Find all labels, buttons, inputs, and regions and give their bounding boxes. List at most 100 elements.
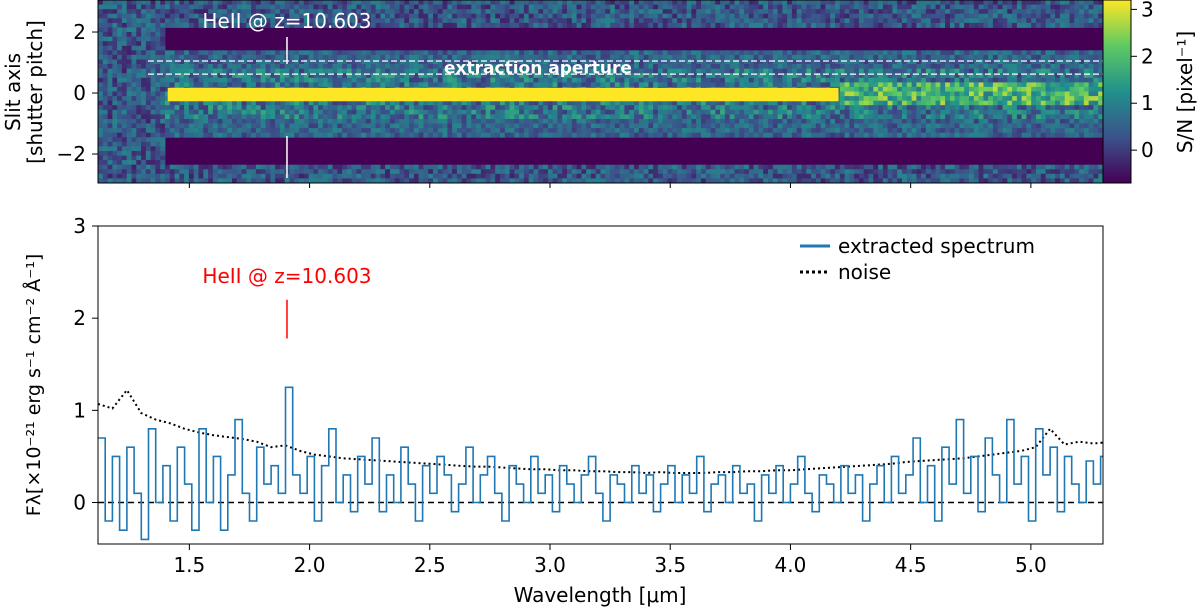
heatmap-cell (121, 45, 128, 51)
heatmap-cell (198, 64, 204, 69)
heatmap-cell (547, 4, 554, 10)
heatmap-cell (107, 0, 113, 5)
heatmap-cell (677, 105, 683, 111)
heatmap-cell (193, 59, 199, 65)
heatmap-cell (246, 164, 252, 170)
heatmap-cell (217, 114, 223, 120)
heatmap-cell (586, 77, 592, 83)
heatmap-cell (801, 128, 807, 134)
heatmap-cell (428, 105, 434, 111)
heatmap-cell (121, 27, 128, 33)
heatmap-cell (107, 64, 113, 69)
heatmap-cell (299, 0, 305, 5)
heatmap-cell (801, 22, 807, 28)
heatmap-cell (677, 54, 683, 60)
heatmap-cell (614, 4, 621, 10)
heatmap-cell (490, 128, 496, 134)
heatmap-cell (270, 119, 276, 124)
heatmap-cell (442, 100, 448, 106)
heatmap-cell (854, 68, 860, 74)
heatmap-cell (858, 54, 865, 60)
heatmap-cell (586, 123, 592, 129)
heatmap-cell (667, 169, 673, 175)
heatmap-cell (433, 82, 439, 88)
heatmap-cell (495, 54, 501, 60)
heatmap-cell (236, 114, 242, 120)
heatmap-cell (198, 128, 204, 134)
heatmap-cell (634, 82, 640, 88)
heatmap-cell (251, 173, 257, 179)
heatmap-cell (188, 50, 195, 56)
heatmap-cell (131, 119, 137, 124)
heatmap-cell (265, 54, 271, 60)
heatmap-cell (528, 59, 534, 65)
heatmap-cell (437, 18, 443, 24)
heatmap-cell (404, 82, 410, 88)
heatmap-cell (246, 114, 252, 120)
heatmap-cell (763, 119, 769, 124)
heatmap-cell (117, 36, 123, 42)
heatmap-cell (308, 119, 314, 124)
heatmap-cell (155, 146, 161, 152)
heatmap-cell (653, 73, 659, 79)
heatmap-cell (868, 169, 874, 175)
heatmap-cell (289, 59, 295, 65)
heatmap-cell (227, 4, 233, 10)
heatmap-cell (121, 160, 128, 166)
heatmap-cell (610, 173, 616, 179)
heatmap-cell (528, 164, 534, 170)
heatmap-cell (198, 18, 204, 24)
heatmap-cell (739, 169, 745, 175)
heatmap-cell (423, 105, 429, 111)
heatmap-cell (787, 123, 793, 129)
heatmap-cell (849, 50, 855, 56)
heatmap-cell (892, 96, 898, 102)
heatmap-cell (768, 54, 774, 60)
heatmap-cell (820, 59, 826, 65)
heatmap-cell (179, 73, 185, 79)
heatmap-cell (98, 114, 104, 120)
heatmap-cell (820, 73, 826, 79)
heatmap-cell (763, 4, 769, 10)
heatmap-cell (351, 128, 357, 134)
heatmap-cell (863, 105, 869, 111)
heatmap-cell (858, 100, 865, 106)
heatmap-cell (614, 73, 621, 79)
heatmap-cell (466, 68, 472, 74)
heatmap-cell (887, 50, 893, 56)
heatmap-cell (313, 73, 319, 79)
heatmap-cell (614, 18, 621, 24)
heatmap-cell (500, 73, 506, 79)
heatmap-cell (327, 13, 333, 19)
heatmap-cell (500, 169, 506, 175)
heatmap-cell (141, 73, 147, 79)
heatmap-cell (567, 123, 573, 129)
heatmap-cell (356, 77, 362, 83)
heatmap-cell (509, 82, 515, 88)
heatmap-cell (677, 173, 683, 179)
heatmap-cell (361, 82, 367, 88)
heatmap-cell (825, 132, 831, 138)
heatmap-cell (806, 73, 812, 79)
heatmap-cell (303, 82, 309, 88)
heatmap-cell (452, 169, 458, 175)
heatmap-cell (294, 178, 300, 183)
heatmap-cell (447, 0, 453, 5)
heatmap-cell (681, 114, 688, 120)
heatmap-cell (873, 173, 879, 179)
heatmap-cell (538, 4, 544, 10)
heatmap-cell (878, 132, 884, 138)
heatmap-cell (265, 73, 271, 79)
heatmap-cell (471, 123, 477, 129)
slit-map-cells (98, 0, 1103, 183)
heatmap-cell (160, 41, 166, 47)
heatmap-cell (236, 82, 242, 88)
heatmap-cell (863, 18, 869, 24)
heatmap-cell (667, 9, 673, 15)
heatmap-cell (806, 22, 812, 28)
heatmap-cell (514, 82, 520, 88)
heatmap-cell (313, 0, 319, 5)
heatmap-cell (662, 164, 668, 170)
heatmap-cell (102, 27, 108, 33)
heatmap-cell (643, 123, 649, 129)
